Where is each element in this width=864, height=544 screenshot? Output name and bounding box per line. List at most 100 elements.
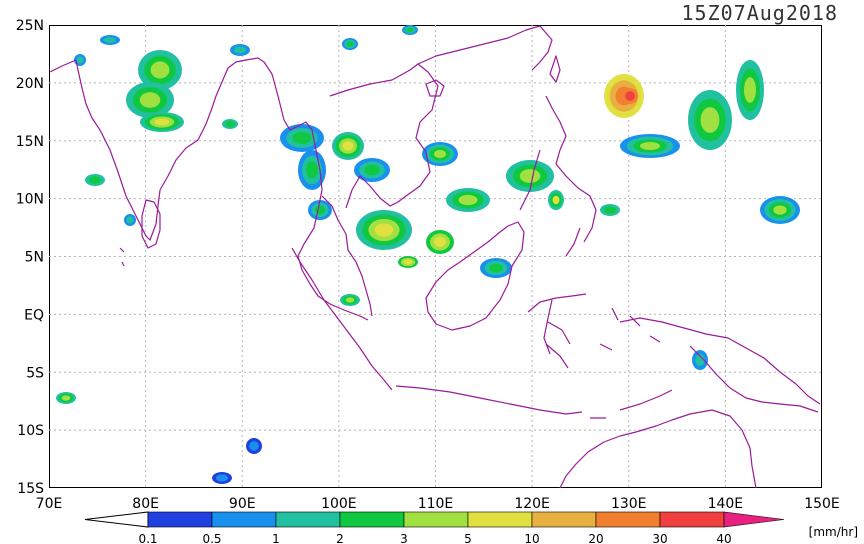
- lon-label: 140E: [708, 496, 744, 512]
- precip-cell: [604, 206, 616, 214]
- precip-cell: [744, 77, 756, 103]
- lat-label: 15N: [16, 134, 44, 150]
- coastline-layer: [49, 25, 821, 489]
- lon-label: 90E: [229, 496, 256, 512]
- precip-cell: [346, 41, 354, 47]
- precip-cell: [552, 195, 560, 205]
- colorbar-tick-label: 3: [400, 532, 408, 544]
- precip-cell: [519, 169, 541, 183]
- lon-label: 130E: [611, 496, 647, 512]
- precip-cell: [773, 205, 787, 215]
- colorbar-tick-label: 5: [464, 532, 472, 544]
- colorbar-segment: [147, 511, 213, 528]
- precip-cell: [150, 61, 170, 79]
- colorbar-segment: [275, 511, 341, 528]
- colorbar-segment: [659, 511, 725, 528]
- colorbar-tick-label: 40: [716, 532, 731, 544]
- lon-labels: 70E 80E 90E 100E 110E 120E 130E 140E 150E: [36, 496, 840, 512]
- precip-cell: [374, 223, 394, 237]
- colorbar-tick-label: 0.5: [202, 532, 221, 544]
- coast-philippines: [519, 95, 597, 257]
- precip-cell: [139, 92, 161, 108]
- colorbar-segment: [531, 511, 597, 528]
- lon-label: 110E: [418, 496, 454, 512]
- precip-cell: [434, 150, 446, 158]
- precip-cell: [458, 194, 478, 206]
- lon-label: 120E: [514, 496, 550, 512]
- lat-label: 20N: [16, 76, 44, 92]
- precip-cell: [76, 56, 84, 64]
- precip-cell: [154, 118, 170, 126]
- coast-indochina: [329, 63, 439, 209]
- colorbar-segment: [211, 511, 277, 528]
- lat-label: EQ: [24, 307, 44, 323]
- lat-label: 15S: [17, 481, 44, 497]
- coast-australia: [559, 409, 757, 489]
- precip-cell: [234, 46, 246, 54]
- lat-label: 10S: [17, 423, 44, 439]
- precip-cell: [314, 205, 326, 215]
- precip-cell: [216, 474, 228, 482]
- coast-sulawesi: [527, 293, 587, 369]
- lat-label: 5N: [25, 250, 44, 266]
- precip-cell: [700, 107, 720, 133]
- coast-malay: [321, 195, 373, 317]
- precipitation-layer: [56, 25, 800, 484]
- lon-label: 70E: [36, 496, 63, 512]
- precip-cell: [61, 395, 71, 401]
- lat-label: 5S: [26, 365, 44, 381]
- colorbar-segment: [339, 511, 405, 528]
- precip-cell: [695, 354, 705, 366]
- colorbar: 0.1 0.5 1 2 3 5 10 20 30 40 [mm/hr]: [84, 511, 858, 544]
- colorbar-tick-label: 0.1: [138, 532, 157, 544]
- precip-cell: [126, 216, 134, 224]
- precip-cell: [489, 263, 503, 273]
- colorbar-tick-label: 10: [524, 532, 539, 544]
- lon-label: 150E: [804, 496, 840, 512]
- precip-cell: [403, 259, 413, 265]
- colorbar-unit: [mm/hr]: [809, 525, 858, 539]
- coast-srilanka: [141, 199, 161, 249]
- coast-java: [395, 385, 583, 415]
- precip-cell: [342, 141, 354, 151]
- coast-china: [417, 25, 553, 71]
- coast-maldives: [119, 247, 125, 267]
- coast-moluccas: [599, 307, 661, 351]
- precip-cell: [292, 132, 312, 144]
- lon-label: 100E: [321, 496, 357, 512]
- colorbar-segment: [467, 511, 533, 528]
- coast-timor: [590, 389, 673, 419]
- precip-cell: [249, 441, 259, 451]
- lat-label: 25N: [16, 18, 44, 34]
- lat-labels: 25N 20N 15N 10N 5N EQ 5S 10S 15S: [16, 18, 44, 497]
- coast-sumatra: [291, 247, 393, 391]
- precip-cell: [640, 142, 660, 150]
- colorbar-segment: [403, 511, 469, 528]
- precip-cell: [104, 37, 116, 43]
- coast-newguinea: [619, 317, 821, 413]
- coast-borneo: [425, 221, 525, 331]
- precip-cell: [89, 176, 101, 184]
- colorbar-tick-label: 1: [272, 532, 280, 544]
- colorbar-tick-label: 30: [652, 532, 667, 544]
- precip-cell: [345, 297, 355, 303]
- colorbar-high-triangle: [723, 511, 785, 528]
- precip-cell: [406, 27, 414, 33]
- colorbar-tick-label: 2: [336, 532, 344, 544]
- precip-cell: [306, 161, 318, 179]
- coast-india: [49, 57, 265, 241]
- precip-cell: [625, 91, 635, 101]
- colorbar-segment: [595, 511, 661, 528]
- precip-cell: [364, 164, 380, 176]
- lat-label: 10N: [16, 192, 44, 208]
- lon-label: 80E: [132, 496, 159, 512]
- title: 15Z07Aug2018: [682, 1, 839, 25]
- colorbar-low-triangle: [84, 511, 149, 528]
- colorbar-tick-label: 20: [588, 532, 603, 544]
- coast-hainan: [425, 79, 445, 97]
- precip-cell: [225, 121, 235, 127]
- precip-cell: [434, 236, 446, 248]
- coast-bay-east: [263, 61, 369, 321]
- coast-taiwan: [549, 55, 561, 83]
